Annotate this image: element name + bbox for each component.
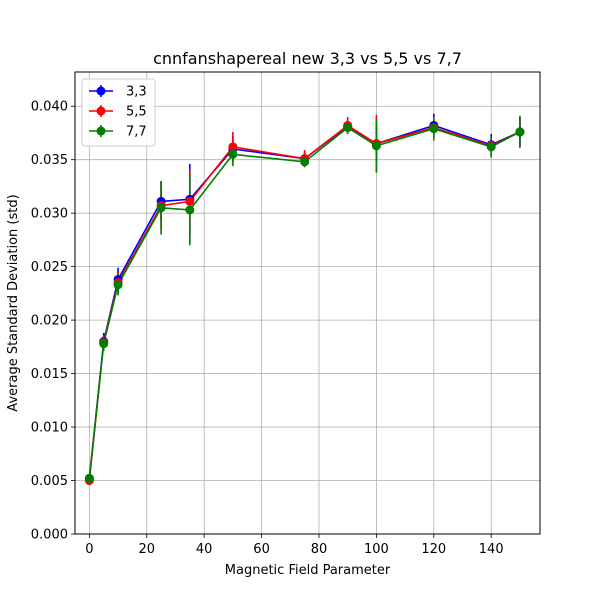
x-tick-label: 100 [364, 542, 389, 557]
series-line-7-7 [88, 126, 521, 479]
y-tick-label: 0.040 [31, 100, 68, 115]
series-lines [88, 124, 521, 481]
plot-area-frame [74, 71, 541, 535]
legend-marker-5-5 [96, 106, 106, 116]
x-tick-label: 60 [253, 542, 270, 557]
chart-title: cnnfanshapereal new 3,3 vs 5,5 vs 7,7 [153, 49, 462, 68]
y-tick-label: 0.010 [31, 421, 68, 436]
y-tick-label: 0.005 [31, 474, 68, 489]
legend-entries: 3,3 5,5 7,7 [89, 85, 147, 140]
data-point-7-7 [113, 280, 123, 290]
legend-label-5-5: 5,5 [126, 105, 147, 120]
y-tick-label: 0.020 [31, 314, 68, 329]
data-point-7-7 [156, 203, 166, 213]
legend-marker-3-3 [96, 86, 106, 96]
x-tick-label: 0 [85, 542, 93, 557]
data-point-7-7 [515, 127, 525, 137]
data-point-5-5 [185, 196, 195, 206]
y-axis-ticks: 0.000 0.005 0.010 0.015 0.020 0.025 0.030 0.035… [31, 100, 75, 543]
legend-marker-7-7 [96, 126, 106, 136]
x-axis-label: Magnetic Field Parameter [225, 563, 391, 578]
data-point-5-5 [228, 142, 238, 152]
series-markers [84, 120, 525, 486]
data-point-7-7 [371, 141, 381, 151]
data-point-7-7 [84, 473, 94, 483]
data-point-7-7 [343, 123, 353, 133]
data-point-7-7 [486, 142, 496, 152]
x-tick-label: 20 [138, 542, 155, 557]
legend: 3,3 5,5 7,7 [81, 78, 156, 147]
x-tick-label: 120 [421, 542, 446, 557]
legend-label-7-7: 7,7 [126, 125, 147, 140]
data-point-7-7 [99, 339, 109, 349]
x-axis-ticks: 0 20 40 60 80 100 120 140 [85, 534, 504, 557]
data-point-7-7 [429, 124, 439, 134]
legend-label-3-3: 3,3 [126, 85, 147, 100]
y-tick-label: 0.015 [31, 367, 68, 382]
y-axis-label: Average Standard Deviation (std) [6, 194, 21, 411]
data-point-7-7 [300, 157, 310, 167]
y-tick-label: 0.000 [31, 528, 68, 543]
data-point-7-7 [228, 149, 238, 159]
y-tick-label: 0.035 [31, 153, 68, 168]
x-tick-label: 140 [479, 542, 504, 557]
x-tick-label: 80 [311, 542, 328, 557]
x-tick-label: 40 [196, 542, 213, 557]
y-tick-label: 0.030 [31, 207, 68, 222]
y-tick-label: 0.025 [31, 260, 68, 275]
data-point-7-7 [185, 205, 195, 215]
